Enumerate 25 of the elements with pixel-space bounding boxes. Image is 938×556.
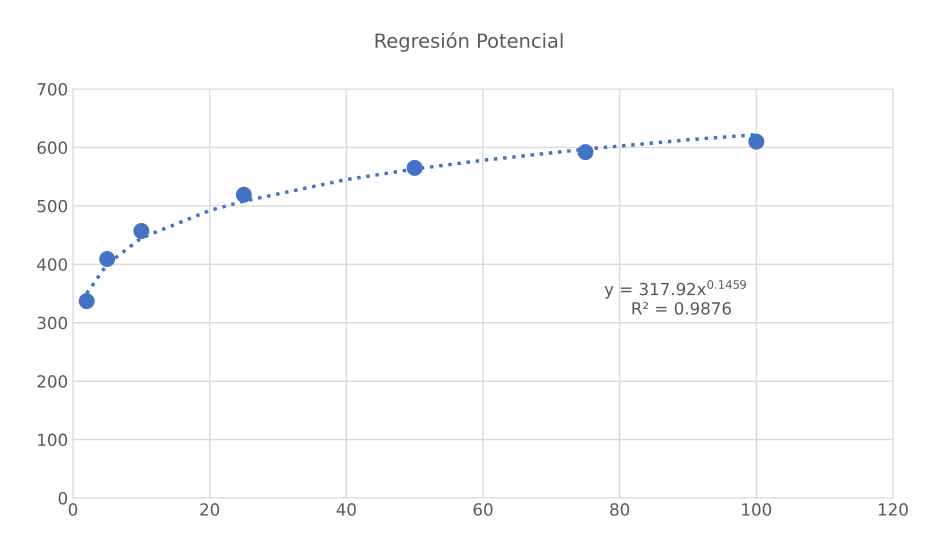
x-tick-label: 120	[878, 503, 908, 516]
x-tick-label: 20	[200, 503, 220, 516]
y-tick-label: 600	[37, 141, 68, 154]
annotation: y = 317.92x$^{0.1459}$	[604, 280, 746, 299]
y-tick-label: 700	[38, 82, 68, 96]
y-tick-label: 300	[38, 316, 68, 330]
point	[578, 144, 594, 160]
point	[99, 251, 116, 268]
x-tick-label: 0	[68, 503, 78, 516]
chart-title: Regresión Potencial	[376, 32, 562, 52]
point	[748, 134, 764, 150]
point	[236, 186, 252, 203]
y-tick-label: 200	[38, 375, 68, 388]
y-tick-label: 0	[58, 492, 68, 505]
y-tick-label: 400	[37, 258, 68, 271]
x-tick-label: 40	[336, 503, 356, 516]
x-tick-label: 100	[742, 503, 772, 516]
point	[406, 160, 423, 176]
x-tick-label: 60	[474, 503, 492, 516]
y-tick-label: 500	[38, 200, 68, 212]
point	[78, 293, 95, 310]
point	[133, 223, 150, 239]
y-tick-label: 100	[38, 434, 68, 446]
annotation: R² = 0.9876	[632, 302, 731, 315]
x-tick-label: 80	[610, 503, 630, 516]
